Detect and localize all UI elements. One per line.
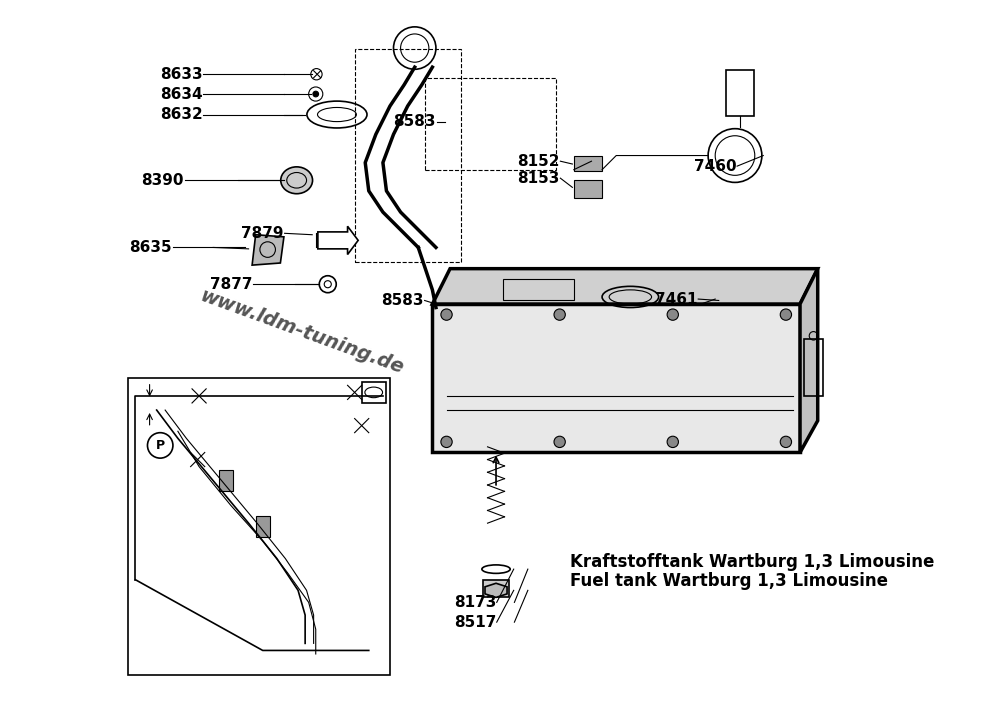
Circle shape xyxy=(667,309,678,320)
Text: 8583: 8583 xyxy=(381,293,424,308)
Text: Fuel tank Wartburg 1,3 Limousine: Fuel tank Wartburg 1,3 Limousine xyxy=(570,572,888,590)
Polygon shape xyxy=(485,583,507,597)
Bar xyxy=(362,382,386,403)
Bar xyxy=(574,180,602,198)
Text: 8634: 8634 xyxy=(160,86,203,102)
Bar xyxy=(256,516,270,537)
Bar xyxy=(128,378,390,675)
Text: 8152: 8152 xyxy=(517,153,560,169)
Text: 8173: 8173 xyxy=(454,595,496,610)
Text: P: P xyxy=(156,439,165,452)
Text: 8633: 8633 xyxy=(160,66,203,82)
Polygon shape xyxy=(432,304,800,452)
Text: Kraftstofftank Wartburg 1,3 Limousine: Kraftstofftank Wartburg 1,3 Limousine xyxy=(570,553,935,571)
Circle shape xyxy=(313,91,319,97)
Text: 8390: 8390 xyxy=(141,173,184,188)
Text: 8632: 8632 xyxy=(160,107,203,122)
Text: 7879: 7879 xyxy=(241,226,284,241)
Ellipse shape xyxy=(281,167,313,194)
Circle shape xyxy=(554,436,565,448)
Circle shape xyxy=(667,436,678,448)
Circle shape xyxy=(780,309,792,320)
Circle shape xyxy=(554,309,565,320)
Bar xyxy=(425,78,556,170)
Bar xyxy=(503,279,574,300)
Circle shape xyxy=(441,309,452,320)
Bar xyxy=(219,470,233,491)
Text: www.ldm-tuning.de: www.ldm-tuning.de xyxy=(197,286,406,378)
Bar xyxy=(574,156,602,171)
Bar xyxy=(726,70,754,116)
Text: 8583: 8583 xyxy=(393,114,436,129)
Bar xyxy=(483,580,509,597)
Polygon shape xyxy=(800,269,818,452)
Text: 8635: 8635 xyxy=(130,240,172,255)
Bar xyxy=(804,339,823,396)
Circle shape xyxy=(441,436,452,448)
Polygon shape xyxy=(318,226,358,255)
Text: 7461: 7461 xyxy=(655,291,698,307)
Bar xyxy=(355,49,461,262)
Circle shape xyxy=(780,436,792,448)
Polygon shape xyxy=(432,269,818,304)
Text: 8517: 8517 xyxy=(454,614,496,630)
Text: 7877: 7877 xyxy=(210,276,252,292)
Text: 8153: 8153 xyxy=(517,170,560,186)
Text: 7460: 7460 xyxy=(694,158,736,174)
Polygon shape xyxy=(252,235,284,265)
